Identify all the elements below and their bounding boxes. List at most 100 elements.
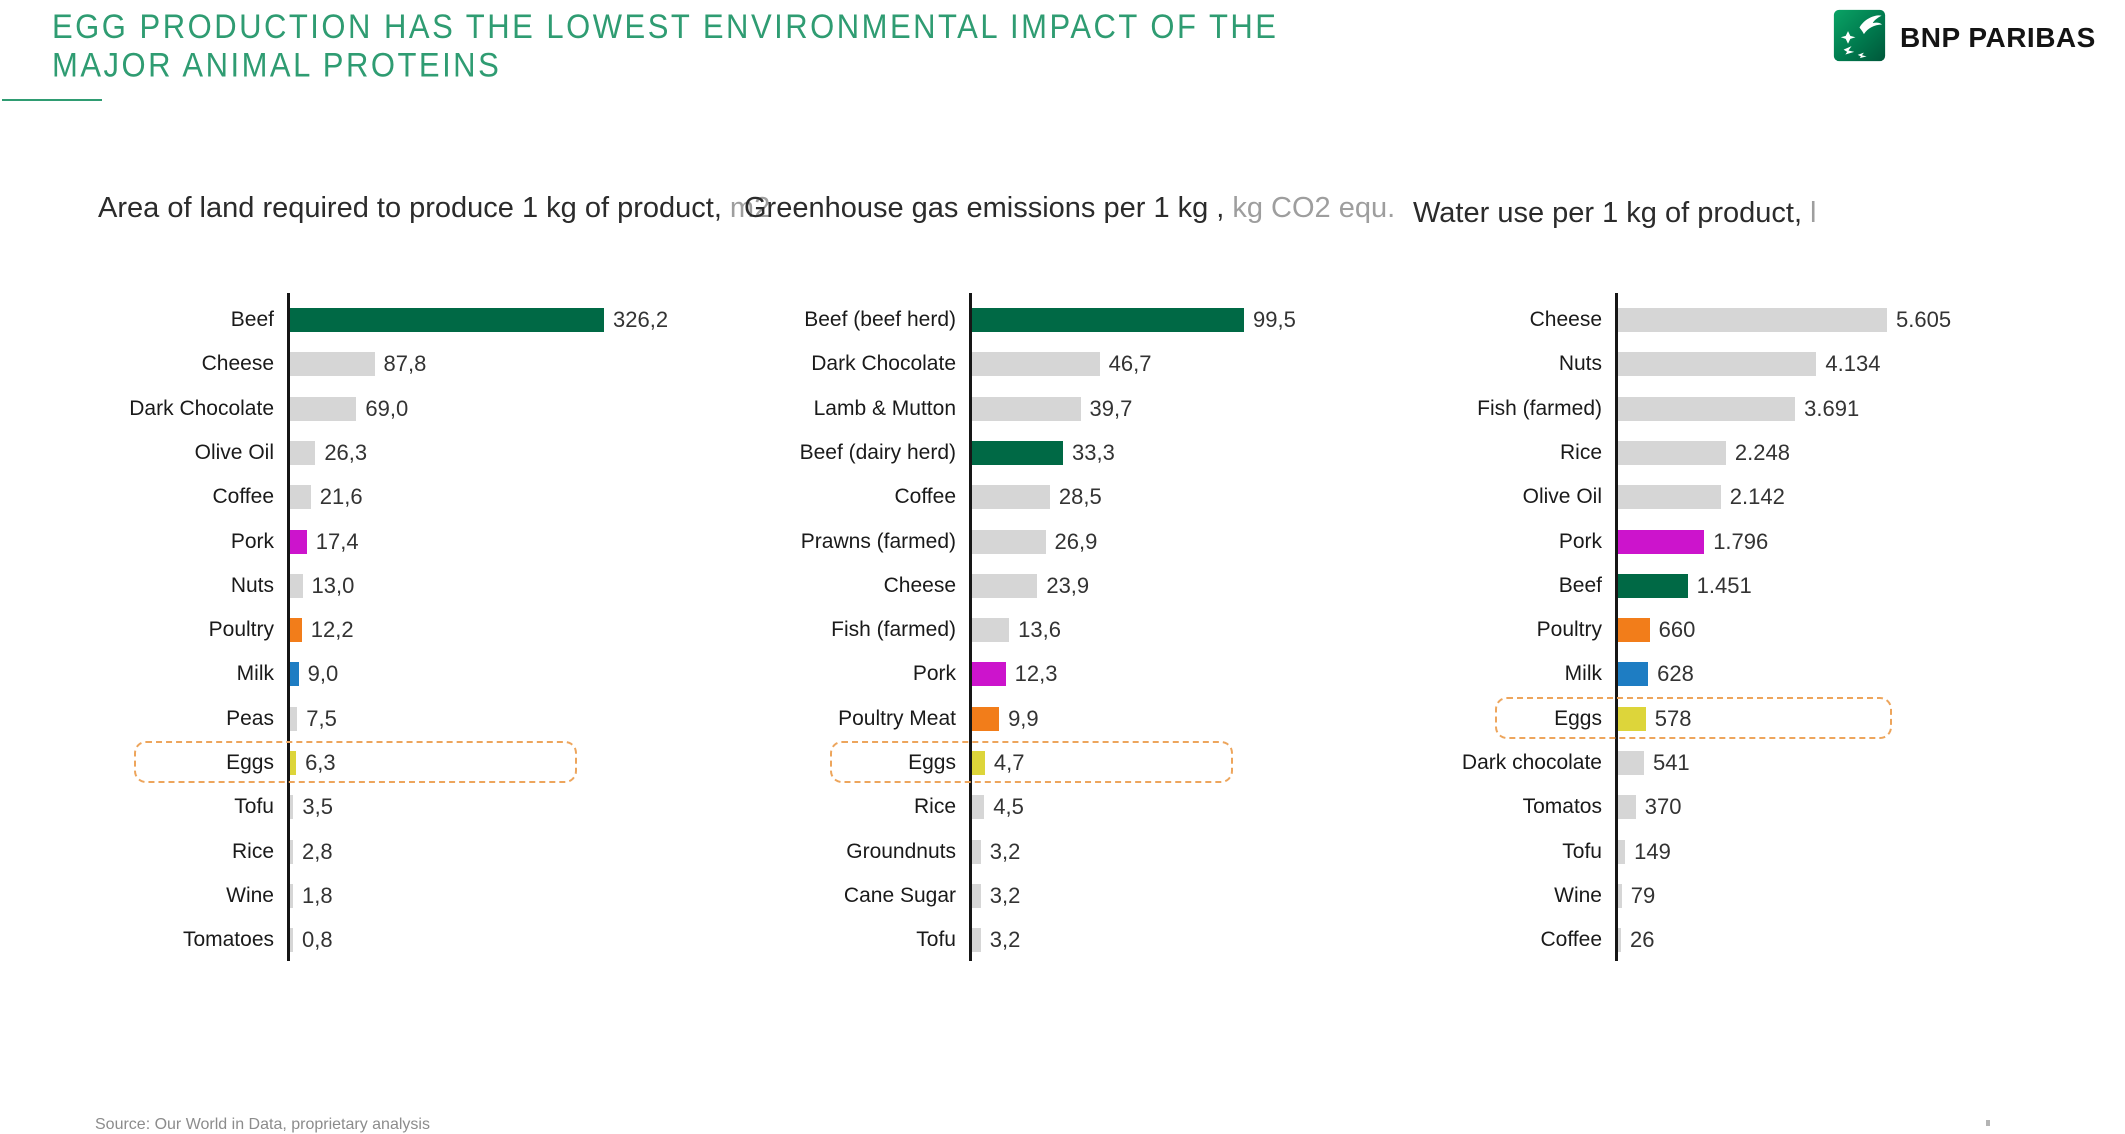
chart-row: Dark Chocolate 69,0 bbox=[28, 387, 673, 431]
category-label: Pork bbox=[912, 662, 956, 686]
category-label: Tofu bbox=[916, 928, 956, 952]
bar-fish-farmed- bbox=[972, 618, 1010, 643]
value-label: 3.691 bbox=[1804, 395, 1860, 421]
value-label: 26,9 bbox=[1054, 528, 1098, 554]
value-label: 149 bbox=[1634, 838, 1671, 864]
chart1-title-main: Area of land required to produce 1 kg of… bbox=[98, 192, 722, 224]
bar-pork bbox=[1618, 529, 1705, 554]
category-label: Fish (farmed) bbox=[1477, 396, 1602, 420]
bar-tomatoes bbox=[290, 928, 293, 953]
chart-row: Tofu 3,5 bbox=[28, 785, 673, 829]
bar-coffee bbox=[1618, 928, 1621, 953]
value-label: 6,3 bbox=[305, 750, 336, 775]
chart-row: Nuts 4.134 bbox=[1356, 342, 2001, 386]
category-label: Fish (farmed) bbox=[831, 618, 956, 642]
bar-milk bbox=[1618, 662, 1649, 687]
value-label: 2,8 bbox=[302, 838, 333, 864]
chart-row: Rice 4,5 bbox=[710, 785, 1355, 829]
category-label: Cheese bbox=[883, 573, 956, 597]
bar-tofu bbox=[290, 795, 294, 820]
bar-beef-beef-herd- bbox=[972, 308, 1244, 332]
source-note: Source: Our World in Data, proprietary a… bbox=[95, 1116, 430, 1133]
bar-olive-oil bbox=[1618, 485, 1721, 510]
category-label: Coffee bbox=[212, 485, 275, 509]
category-label: Groundnuts bbox=[846, 839, 956, 863]
category-label: Prawns (farmed) bbox=[800, 529, 956, 553]
chart-row: Coffee 21,6 bbox=[28, 475, 673, 519]
category-label: Dark Chocolate bbox=[811, 352, 956, 376]
bar-pork bbox=[972, 662, 1006, 687]
value-label: 3,5 bbox=[302, 794, 333, 820]
value-label: 628 bbox=[1657, 661, 1694, 687]
category-label: Beef (dairy herd) bbox=[799, 440, 956, 464]
value-label: 46,7 bbox=[1108, 351, 1152, 377]
chart-row: Rice 2.248 bbox=[1356, 431, 2001, 475]
value-label: 3,2 bbox=[989, 838, 1021, 864]
bar-eggs bbox=[1618, 706, 1646, 731]
page-number-clipped bbox=[1986, 1120, 1990, 1126]
bar-poultry bbox=[290, 618, 302, 643]
chart-row: Coffee 26 bbox=[1356, 918, 2001, 962]
chart-row: Pork 12,3 bbox=[710, 652, 1355, 696]
bar-groundnuts bbox=[972, 839, 981, 864]
value-label: 3,2 bbox=[989, 882, 1021, 908]
value-label: 7,5 bbox=[306, 705, 337, 731]
chart-row: Olive Oil 2.142 bbox=[1356, 475, 2001, 519]
category-label: Beef bbox=[230, 308, 274, 331]
bar-lamb-mutton bbox=[972, 396, 1081, 421]
bar-nuts bbox=[290, 573, 303, 598]
bar-poultry bbox=[1618, 618, 1650, 643]
category-label: Milk bbox=[236, 662, 274, 686]
chart-row: Poultry 660 bbox=[1356, 608, 2001, 652]
chart-row: Tofu 3,2 bbox=[710, 918, 1355, 962]
value-label: 578 bbox=[1654, 705, 1692, 731]
chart-row: Poultry Meat 9,9 bbox=[710, 697, 1355, 741]
bar-cheese bbox=[972, 573, 1038, 598]
title-underline bbox=[2, 99, 102, 101]
chart-row: Cane Sugar 3,2 bbox=[710, 874, 1355, 918]
bar-coffee bbox=[290, 485, 311, 510]
chart-row: Rice 2,8 bbox=[28, 830, 673, 874]
category-label: Beef bbox=[1558, 573, 1602, 597]
chart2-axis-line bbox=[969, 293, 972, 961]
chart-row: Dark chocolate 541 bbox=[1356, 741, 2001, 785]
chart-row: Peas 7,5 bbox=[28, 697, 673, 741]
category-label: Rice bbox=[913, 795, 956, 819]
bar-dark-chocolate bbox=[1618, 751, 1644, 775]
chart2-title-unit: kg CO2 equ. bbox=[1232, 192, 1396, 224]
category-label: Eggs bbox=[908, 751, 956, 774]
category-label: Poultry Meat bbox=[838, 706, 956, 730]
value-label: 21,6 bbox=[319, 484, 363, 510]
category-label: Dark Chocolate bbox=[129, 396, 274, 420]
chart-row: Dark Chocolate 46,7 bbox=[710, 342, 1355, 386]
bar-beef bbox=[290, 308, 604, 332]
chart2-title-main: Greenhouse gas emissions per 1 kg , bbox=[744, 192, 1225, 224]
chart3-axis-line bbox=[1615, 293, 1618, 961]
bar-dark-chocolate bbox=[290, 396, 357, 421]
chart-row: Fish (farmed) 3.691 bbox=[1356, 387, 2001, 431]
brand-logo: BNP PARIBAS bbox=[1833, 9, 2096, 67]
value-label: 12,3 bbox=[1014, 661, 1058, 687]
chart-row: Cheese 5.605 bbox=[1356, 298, 2001, 342]
value-label: 9,0 bbox=[307, 661, 339, 687]
value-label: 87,8 bbox=[383, 351, 427, 377]
value-label: 69,0 bbox=[365, 395, 409, 421]
category-label: Pork bbox=[230, 529, 274, 553]
value-label: 79 bbox=[1630, 882, 1656, 908]
category-label: Peas bbox=[226, 706, 274, 730]
bar-cheese bbox=[290, 352, 375, 377]
value-label: 13,6 bbox=[1018, 617, 1061, 643]
bar-wine bbox=[1618, 883, 1622, 908]
value-label: 541 bbox=[1652, 750, 1690, 775]
value-label: 23,9 bbox=[1046, 572, 1090, 598]
value-label: 0,8 bbox=[302, 927, 333, 953]
bar-poultry-meat bbox=[972, 706, 1000, 731]
bar-milk bbox=[290, 662, 299, 687]
bar-eggs bbox=[290, 751, 297, 775]
value-label: 1.451 bbox=[1696, 572, 1752, 598]
value-label: 660 bbox=[1658, 617, 1696, 643]
bar-peas bbox=[290, 706, 298, 731]
chart-row: Prawns (farmed) 26,9 bbox=[710, 520, 1355, 564]
chart-row: Olive Oil 26,3 bbox=[28, 431, 673, 475]
